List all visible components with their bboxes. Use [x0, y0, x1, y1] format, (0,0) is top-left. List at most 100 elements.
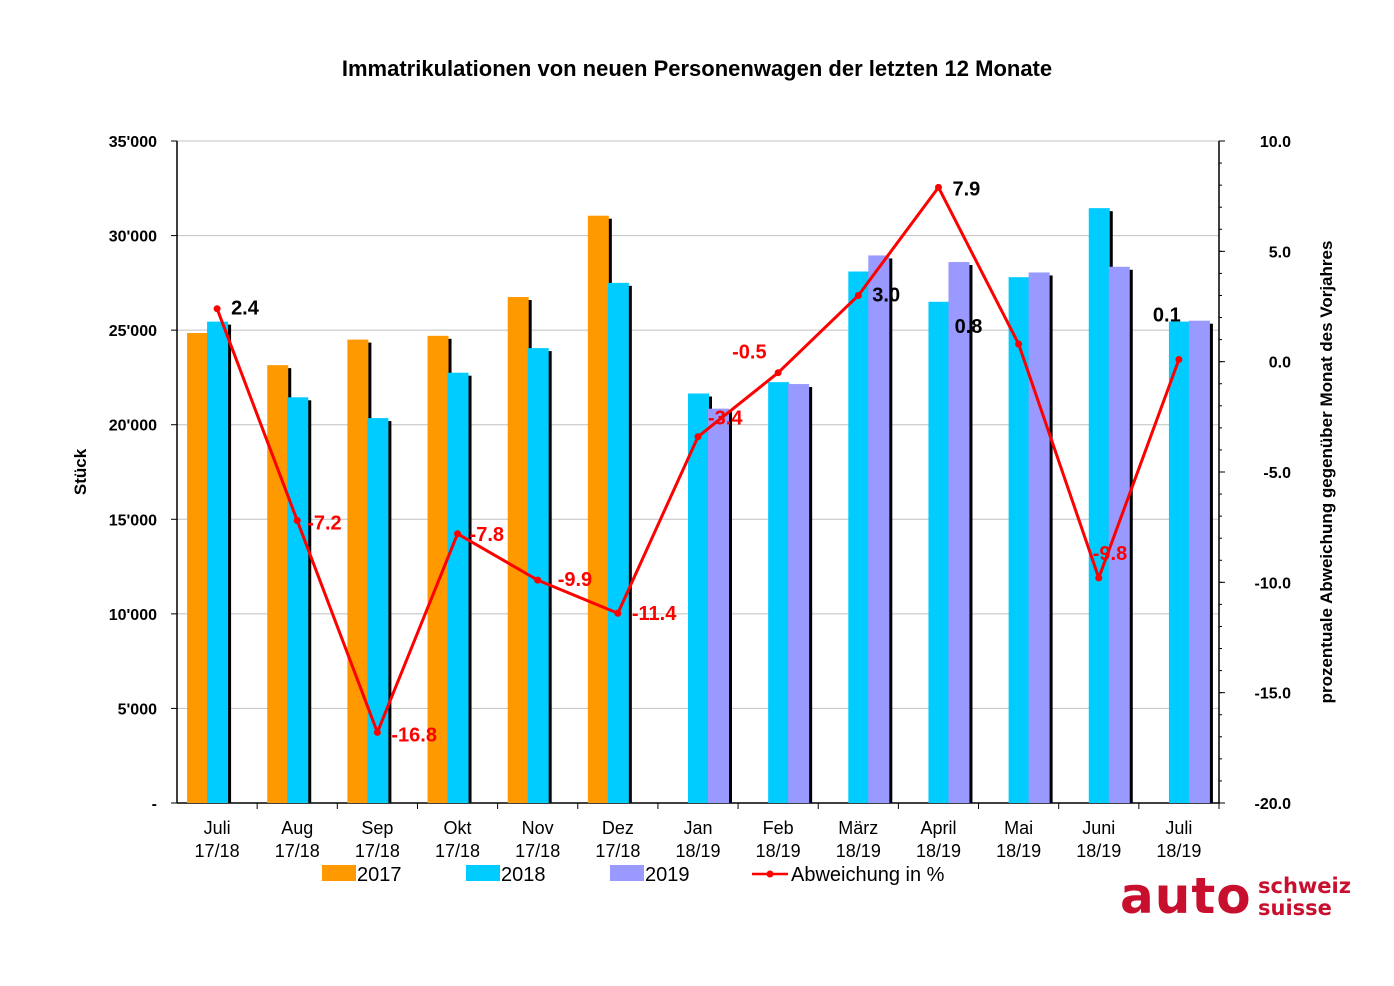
- logo-line2: suisse: [1258, 896, 1332, 920]
- bar-2018: [1008, 277, 1030, 803]
- abweichung-data-label: 0.1: [1153, 304, 1181, 326]
- x-tick-label-month: Jan: [683, 818, 712, 838]
- abweichung-point: [454, 530, 462, 538]
- bar-2019: [868, 255, 890, 804]
- x-tick-label-month: Aug: [281, 818, 313, 838]
- bar-2017: [427, 335, 449, 803]
- legend-line-marker: [766, 870, 774, 878]
- abweichung-data-label: 0.8: [955, 316, 983, 338]
- y2-tick-label: 5.0: [1269, 244, 1291, 261]
- legend-label: 2018: [501, 864, 546, 886]
- y-tick-label: 5'000: [118, 701, 158, 718]
- abweichung-point: [614, 609, 622, 617]
- legend-swatch: [610, 865, 644, 881]
- bar-2018: [447, 372, 469, 803]
- bar-2019: [1108, 266, 1130, 803]
- abweichung-point: [1015, 340, 1023, 348]
- bar-2018: [527, 348, 549, 803]
- abweichung-point: [1095, 574, 1103, 582]
- bar-2018: [1088, 208, 1110, 803]
- bar-2018: [367, 418, 389, 803]
- abweichung-data-label: 7.9: [952, 178, 980, 200]
- bar-2018: [1168, 321, 1190, 803]
- x-tick-label-month: Juli: [1165, 818, 1192, 838]
- bar-2017: [347, 339, 369, 803]
- abweichung-data-label: -16.8: [391, 724, 437, 746]
- y-tick-label: 20'000: [109, 418, 157, 435]
- x-tick-label-period: 18/19: [1076, 841, 1121, 861]
- bar-2019: [1188, 320, 1210, 803]
- x-tick-label-month: Mai: [1004, 818, 1033, 838]
- bar-2019: [948, 262, 970, 804]
- bar-2017: [507, 297, 529, 803]
- y2-tick-label: -5.0: [1263, 465, 1291, 482]
- x-tick-label-period: 17/18: [435, 841, 480, 861]
- bar-2019: [708, 408, 729, 803]
- x-tick-label-period: 18/19: [756, 841, 801, 861]
- y2-tick-label: 0.0: [1269, 355, 1291, 372]
- bar-2019: [788, 384, 810, 803]
- x-tick-label-month: April: [920, 818, 956, 838]
- abweichung-data-label: -3.4: [708, 408, 743, 430]
- x-tick-label-period: 17/18: [515, 841, 560, 861]
- abweichung-data-label: -7.8: [470, 524, 504, 546]
- y2-tick-label: -10.0: [1255, 575, 1292, 592]
- y2-tick-label: -20.0: [1255, 796, 1292, 813]
- bar-2017: [267, 365, 289, 803]
- y-tick-label: 10'000: [109, 607, 157, 624]
- y-tick-label: 15'000: [109, 512, 157, 529]
- abweichung-data-label: 3.0: [872, 284, 900, 306]
- x-tick-label-period: 18/19: [1156, 841, 1201, 861]
- x-tick-label-period: 17/18: [355, 841, 400, 861]
- bar-2018: [688, 393, 709, 803]
- x-tick-label-month: Nov: [522, 818, 554, 838]
- x-tick-label-month: Dez: [602, 818, 634, 838]
- x-tick-label-month: März: [838, 818, 878, 838]
- bar-2017: [187, 332, 209, 803]
- y-tick-label: 35'000: [109, 134, 157, 151]
- abweichung-point: [293, 517, 301, 525]
- x-tick-label-period: 18/19: [916, 841, 961, 861]
- abweichung-data-label: -11.4: [632, 603, 677, 625]
- bar-2019: [1028, 272, 1050, 803]
- x-tick-label-period: 17/18: [275, 841, 320, 861]
- abweichung-point: [774, 369, 782, 377]
- y2-axis-label: prozentuale Abweichung gegenüber Monat d…: [1317, 241, 1336, 704]
- bar-2017: [587, 215, 609, 803]
- abweichung-point: [213, 305, 221, 313]
- y-axis-label: Stück: [71, 448, 90, 495]
- abweichung-data-label: 2.4: [231, 298, 260, 320]
- legend-swatch: [466, 865, 500, 881]
- legend-label: 2019: [645, 864, 690, 886]
- bar-2018: [768, 382, 790, 803]
- abweichung-point: [854, 291, 862, 299]
- abweichung-point: [694, 433, 702, 441]
- abweichung-point: [373, 728, 381, 736]
- chart-title: Immatrikulationen von neuen Personenwage…: [341, 56, 1053, 81]
- x-tick-label-period: 17/18: [195, 841, 240, 861]
- abweichung-point: [534, 576, 542, 584]
- legend-swatch: [322, 865, 356, 881]
- bar-2018: [207, 321, 229, 803]
- abweichung-data-label: -9.8: [1093, 543, 1127, 565]
- legend-label: Abweichung in %: [791, 864, 945, 886]
- abweichung-data-label: -7.2: [307, 513, 341, 535]
- x-tick-label-period: 17/18: [595, 841, 640, 861]
- abweichung-data-label: -9.9: [558, 569, 592, 591]
- x-tick-label-month: Sep: [361, 818, 393, 838]
- bar-2018: [848, 271, 870, 804]
- bar-2018: [287, 397, 309, 803]
- y2-tick-label: -15.0: [1255, 686, 1292, 703]
- bar-2018: [928, 301, 950, 803]
- y2-tick-label: 10.0: [1260, 134, 1291, 151]
- y-tick-label: 30'000: [109, 229, 157, 246]
- bar-2018: [607, 282, 629, 803]
- abweichung-point: [1175, 355, 1183, 363]
- abweichung-point: [934, 183, 942, 191]
- x-tick-label-month: Okt: [444, 818, 472, 838]
- logo-line1: schweiz: [1258, 874, 1351, 898]
- auto-schweiz-logo: auto schweiz suisse: [1120, 866, 1360, 926]
- x-tick-label-period: 18/19: [675, 841, 720, 861]
- x-tick-label-month: Feb: [763, 818, 794, 838]
